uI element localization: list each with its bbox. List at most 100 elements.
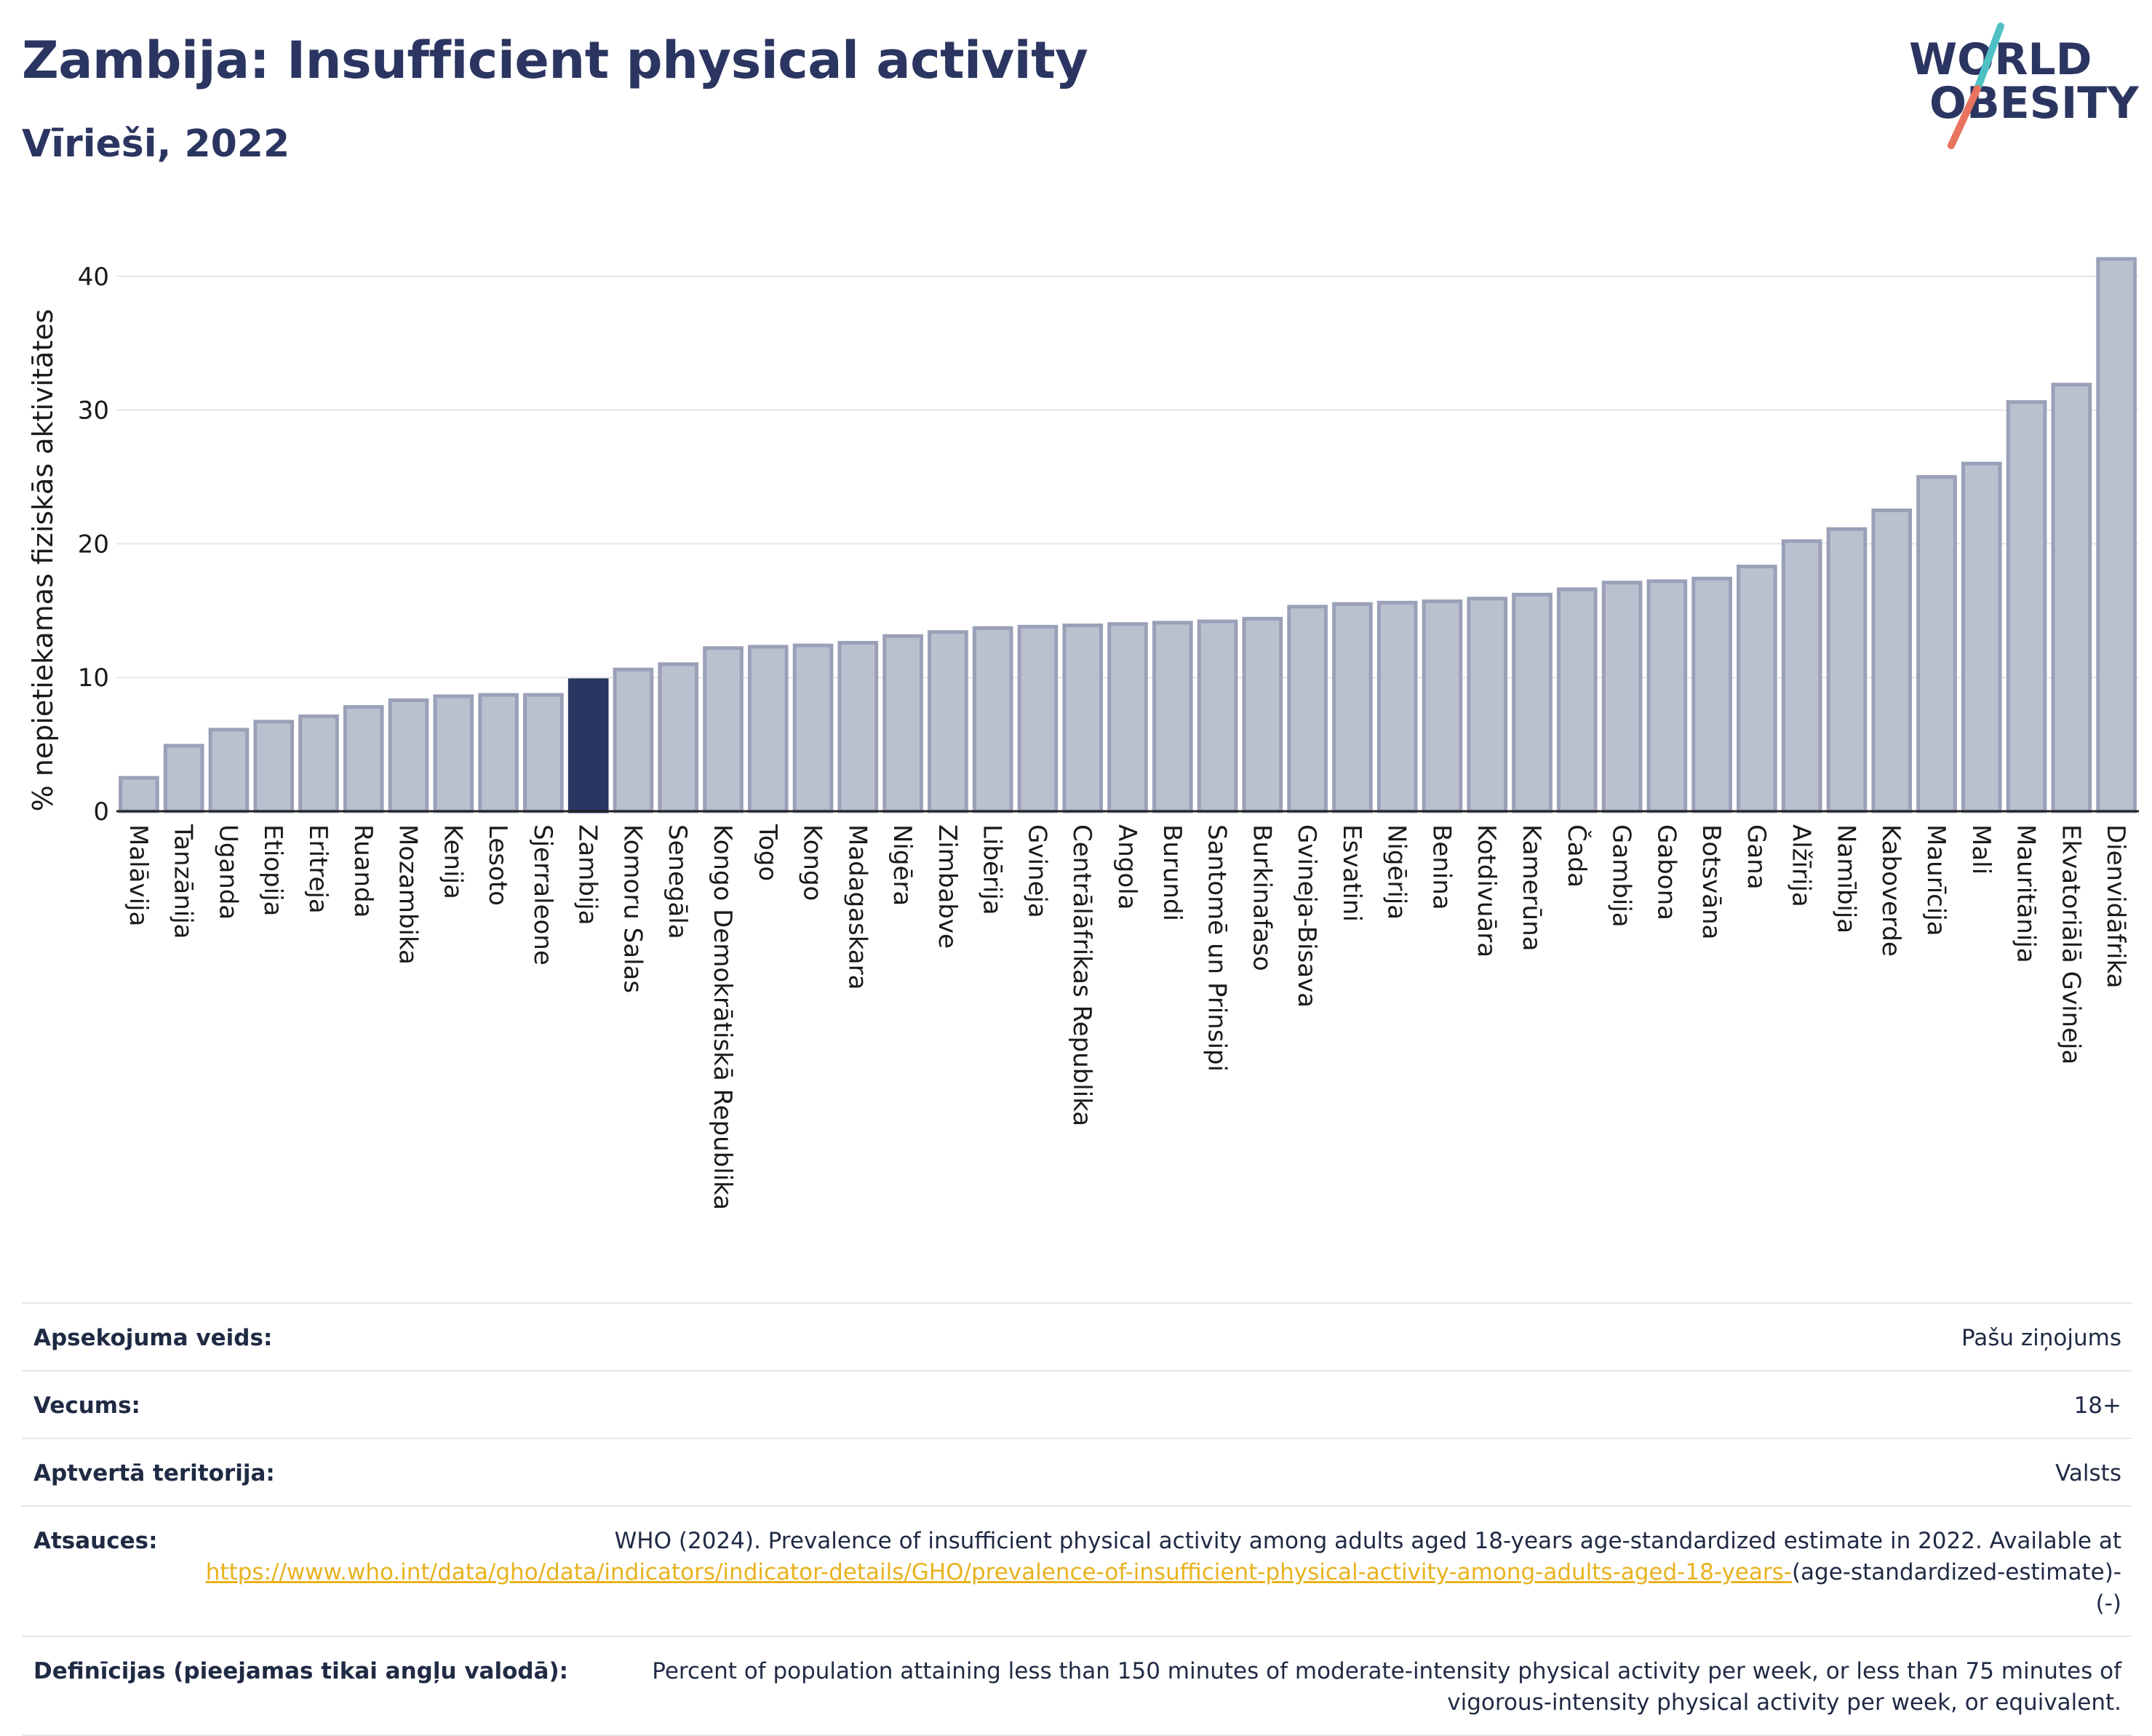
x-tick-label: Etiopija <box>258 824 287 916</box>
x-tick-label: Gana <box>1742 824 1771 890</box>
x-tick-label: Kamerūna <box>1517 824 1546 951</box>
meta-value: Pašu ziņojums <box>1961 1325 2121 1351</box>
x-tick-label: Alžīrija <box>1787 824 1816 907</box>
x-tick-label: Gvineja-Bisava <box>1292 824 1321 1008</box>
x-tick-label: Mauritānija <box>2012 824 2041 963</box>
chart-title: Zambija: Insufficient physical activity <box>22 31 1088 90</box>
x-tick-label: Burkinafaso <box>1247 824 1276 971</box>
x-tick-label: Mozambika <box>394 824 423 965</box>
x-tick-label: Madagaskara <box>842 824 872 990</box>
reference-link[interactable]: https://www.who.int/data/gho/data/indica… <box>205 1559 1792 1585</box>
x-tick-label: Botsvāna <box>1697 824 1726 940</box>
bar-burundi <box>1152 621 1193 813</box>
x-tick-label: Tanzānija <box>169 824 198 939</box>
x-tick-label: Sjerraleone <box>528 824 557 965</box>
bar-chart: 0 10 20 30 40 Malāvija Tanzānija Uganda Etiopij… <box>27 257 2139 1210</box>
y-tick-label: 40 <box>78 263 109 292</box>
bar-komoru-salas <box>613 667 654 813</box>
bar-kongo-demokrātiskā-republika <box>703 646 744 813</box>
x-tick-label: Uganda <box>213 824 242 920</box>
bar-zimbabve <box>928 630 968 813</box>
x-tick-label: Kaboverde <box>1876 824 1905 957</box>
bar-mozambika <box>388 698 429 813</box>
bar-gabona <box>1646 579 1688 813</box>
bar-gvineja-bisava <box>1287 605 1328 813</box>
meta-label: Apsekojuma veids: <box>33 1325 273 1351</box>
bar-santomē-un-prinsipi <box>1197 619 1238 813</box>
meta-row-references: Atsauces: WHO (2024). Prevalence of insu… <box>22 1507 2132 1637</box>
x-tick-label: Gabona <box>1651 824 1681 920</box>
meta-row-age: Vecums: 18+ <box>22 1371 2132 1439</box>
x-tick-label: Komoru Salas <box>618 824 647 993</box>
bar-kenija <box>433 694 474 813</box>
bar-alžīrija <box>1781 539 1822 813</box>
bar-tanzānija <box>163 744 204 813</box>
x-tick-label: Ruanda <box>348 824 378 917</box>
meta-row-definitions: Definīcijas (pieejamas tikai angļu valod… <box>22 1637 2132 1736</box>
bar-kaboverde <box>1871 508 1913 813</box>
meta-row-coverage: Aptvertā teritorija: Valsts <box>22 1439 2132 1507</box>
bar-burkinafaso <box>1242 616 1283 813</box>
meta-value: Valsts <box>2055 1460 2121 1486</box>
bar-lesoto <box>478 693 519 813</box>
chart-subtitle: Vīrieši, 2022 <box>22 122 290 166</box>
meta-value: WHO (2024). Prevalence of insufficient p… <box>187 1526 2121 1620</box>
x-tick-label: Gambija <box>1607 824 1636 928</box>
x-tick-label: Kenija <box>438 824 467 899</box>
x-tick-label: Dienvidāfrika <box>2101 824 2130 988</box>
meta-label: Vecums: <box>33 1393 140 1419</box>
logo-slash-teal <box>1974 23 2004 92</box>
x-tick-label: Burundi <box>1157 824 1187 921</box>
bar-namībija <box>1826 527 1868 813</box>
x-tick-label: Zambija <box>573 824 602 925</box>
y-tick-label: 10 <box>78 664 109 693</box>
x-tick-label: Kotdivuāra <box>1472 824 1501 957</box>
bar-gambija <box>1601 581 1643 813</box>
meta-row-survey-type: Apsekojuma veids: Pašu ziņojums <box>22 1304 2132 1371</box>
x-tick-label: Benina <box>1427 824 1456 910</box>
x-tick-label: Maurīcija <box>1921 824 1950 936</box>
x-tick-label: Angola <box>1112 824 1141 909</box>
x-tick-label: Mali <box>1966 824 1996 875</box>
x-tick-label: Kongo Demokrātiskā Republika <box>708 824 737 1210</box>
world-obesity-logo: WORLD OBESITY <box>1909 23 2139 149</box>
x-tick-label: Centrālāfrikas Republika <box>1067 824 1096 1126</box>
meta-label: Atsauces: <box>33 1528 158 1554</box>
bar-mauritānija <box>2006 400 2047 813</box>
bar-kamerūna <box>1512 592 1553 813</box>
x-tick-label: Čada <box>1562 824 1592 888</box>
x-tick-labels: Malāvija Tanzānija Uganda Etiopija Eritreja R… <box>124 824 2130 1210</box>
x-tick-label: Nigērija <box>1382 824 1411 920</box>
meta-label: Aptvertā teritorija: <box>33 1460 275 1486</box>
bar-nigēra <box>882 634 923 813</box>
bar-uganda <box>208 728 250 813</box>
x-tick-label: Gvineja <box>1022 824 1051 918</box>
bar-gvineja <box>1017 624 1059 813</box>
logo-slash-coral <box>1948 85 1981 149</box>
x-tick-label: Zimbabve <box>933 824 962 949</box>
y-tick-label: 0 <box>93 797 109 827</box>
x-tick-label: Ekvatoriālā Gvineja <box>2056 824 2085 1064</box>
bar-sjerraleone <box>523 693 564 813</box>
x-tick-label: Lesoto <box>483 824 512 906</box>
bar-dienvidāfrika <box>2096 257 2137 813</box>
bar-čada <box>1556 587 1598 813</box>
metadata-table: Apsekojuma veids: Pašu ziņojums Vecums: … <box>22 1302 2132 1736</box>
x-tick-label: Santomē un Prinsipi <box>1203 824 1232 1072</box>
reference-text: WHO (2024). Prevalence of insufficient p… <box>614 1528 2121 1554</box>
bar-kotdivuāra <box>1467 597 1508 813</box>
x-tick-label: Nigēra <box>888 824 917 906</box>
reference-text-suffix: (age-standardized-estimate)-(-) <box>1791 1559 2121 1617</box>
bar-centrālāfrikas-republika <box>1062 624 1104 813</box>
x-tick-label: Senegāla <box>663 824 692 939</box>
x-tick-label: Eritreja <box>303 824 332 914</box>
meta-value: Percent of population attaining less tha… <box>652 1658 2121 1716</box>
bar-botsvāna <box>1691 576 1732 813</box>
meta-label: Definīcijas (pieejamas tikai angļu valod… <box>33 1658 569 1684</box>
bar-madagaskara <box>837 640 879 813</box>
bar-kongo <box>792 643 834 813</box>
y-tick-labels: 0 10 20 30 40 <box>78 263 109 827</box>
bar-ruanda <box>343 705 384 813</box>
bar-nigērija <box>1376 600 1418 813</box>
bar-ekvatoriālā-gvineja <box>2051 383 2092 813</box>
